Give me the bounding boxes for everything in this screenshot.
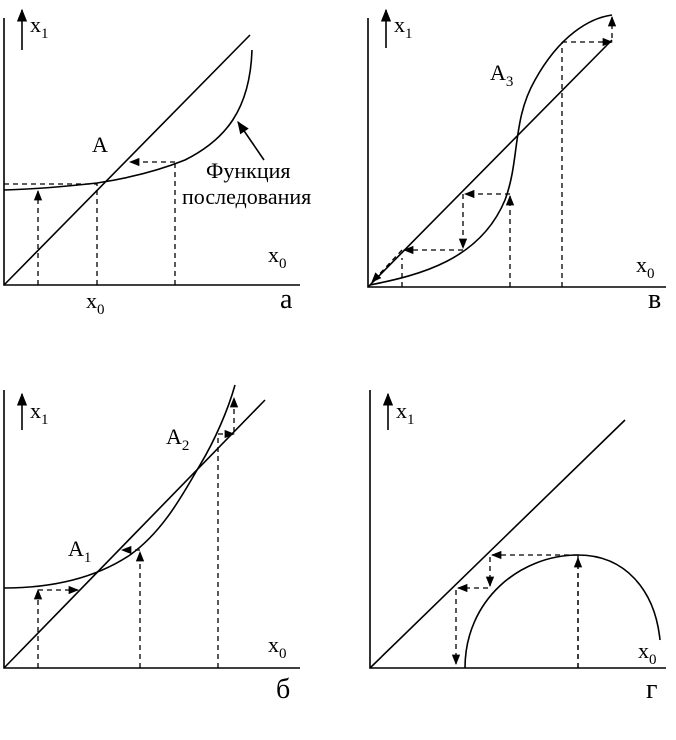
- label-part: x: [638, 638, 649, 663]
- diagonal: [3, 34, 251, 286]
- axes: [369, 390, 666, 669]
- label-part: 2: [182, 438, 190, 454]
- label-part: A: [166, 424, 182, 449]
- label: x1: [396, 398, 415, 428]
- dashed-arrow: [371, 249, 403, 283]
- label-part: 0: [279, 646, 287, 662]
- label: x1: [394, 12, 413, 42]
- label-part: x: [396, 398, 407, 423]
- diagonal: [3, 399, 266, 669]
- label-part: 0: [279, 256, 287, 272]
- label-part: 1: [84, 550, 92, 566]
- label-part: x: [30, 398, 41, 423]
- axes: [3, 390, 300, 669]
- pointer: [237, 120, 265, 161]
- label-part: 0: [647, 266, 655, 282]
- label-part: x: [86, 288, 97, 313]
- label: x0: [86, 288, 105, 318]
- label-part: A: [490, 60, 506, 85]
- label: последования: [182, 184, 311, 209]
- curve: [3, 49, 253, 191]
- label: x0: [268, 632, 287, 662]
- panel-a: x1 x0 x0 A Функция последования а: [3, 8, 311, 318]
- axes: [367, 18, 666, 288]
- curve: [369, 14, 613, 286]
- diagonal: [367, 39, 613, 288]
- label-part: 0: [97, 302, 105, 318]
- panel-letter: а: [280, 284, 293, 315]
- label-part: 1: [405, 26, 413, 42]
- panel-letter: б: [276, 674, 290, 705]
- label: Функция: [206, 158, 291, 183]
- panel-g: x1 x0 г: [369, 390, 666, 705]
- label-part: 3: [506, 74, 514, 90]
- label: A1: [68, 536, 91, 566]
- label-part: x: [268, 242, 279, 267]
- panel-letter: г: [646, 674, 657, 705]
- label: A2: [166, 424, 189, 454]
- panel-b: x1 x0 A1 A2 б: [3, 384, 300, 705]
- label-part: 0: [649, 652, 657, 668]
- label-part: x: [268, 632, 279, 657]
- panel-v: x1 x0 A3 в: [367, 8, 666, 315]
- label: x0: [636, 252, 655, 282]
- diagonal: [369, 419, 626, 669]
- label-part: 1: [41, 412, 49, 428]
- label-part: 1: [41, 26, 49, 42]
- label-part: A: [68, 536, 84, 561]
- label: x0: [268, 242, 287, 272]
- curve: [3, 384, 236, 589]
- panel-letter: в: [648, 284, 661, 315]
- label-part: x: [636, 252, 647, 277]
- label: x1: [30, 398, 49, 428]
- label: x0: [638, 638, 657, 668]
- label-part: x: [394, 12, 405, 37]
- label: A3: [490, 60, 513, 90]
- axes: [3, 18, 300, 286]
- label: x1: [30, 12, 49, 42]
- label-part: x: [30, 12, 41, 37]
- label: A: [92, 132, 108, 157]
- label-part: 1: [407, 412, 415, 428]
- curve: [464, 554, 661, 669]
